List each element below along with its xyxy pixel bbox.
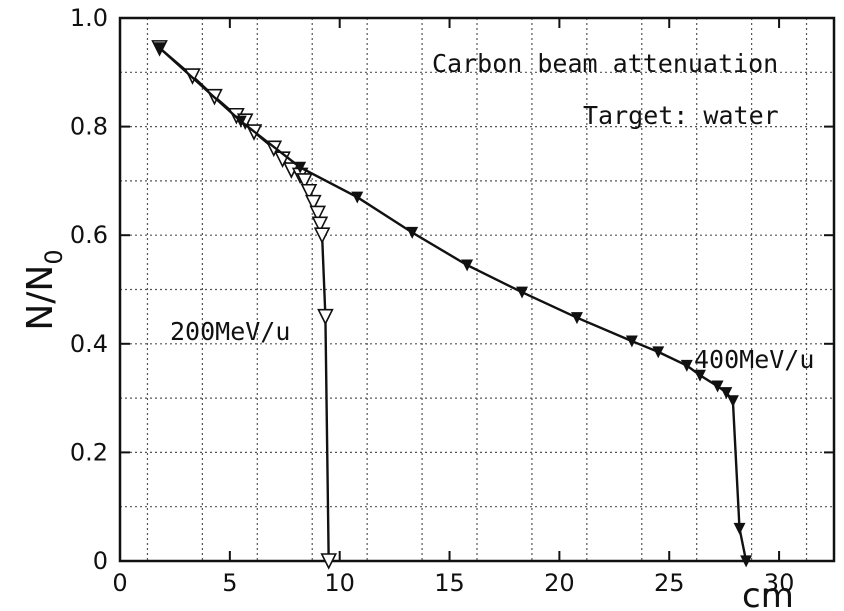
data-point: [652, 346, 665, 359]
data-point: [625, 335, 638, 348]
x-tick-label: 0: [112, 569, 127, 597]
data-point: [740, 555, 753, 568]
data-point: [406, 226, 419, 239]
y-axis-label: N/N0: [20, 249, 68, 330]
data-point: [320, 553, 338, 570]
y-tick-label: 0.4: [70, 330, 108, 358]
data-point: [733, 522, 746, 535]
data-point: [313, 227, 331, 244]
data-point: [711, 380, 724, 393]
data-point: [300, 183, 318, 201]
data-point: [296, 173, 313, 190]
data-point: [351, 191, 364, 204]
data-point: [720, 387, 733, 400]
y-tick-label: 0.8: [70, 113, 108, 141]
y-axis-label-subscript: 0: [40, 249, 68, 264]
series-layer: [151, 40, 753, 570]
svg-text:N/N0: N/N0: [20, 249, 68, 330]
x-unit-label: cm: [742, 576, 794, 611]
x-tick-label: 30: [764, 569, 795, 597]
plot-frame: [118, 16, 836, 563]
series-label-200: 200MeV/u: [170, 317, 290, 346]
x-tick-label: 5: [222, 569, 237, 597]
x-tick-label: 20: [544, 569, 575, 597]
data-point: [309, 205, 327, 223]
data-point: [234, 115, 247, 128]
annotation-target: Target: water: [583, 101, 779, 130]
y-tick-label: 1.0: [70, 4, 108, 32]
data-point: [694, 369, 706, 382]
data-point: [680, 359, 693, 372]
data-point: [516, 286, 529, 299]
y-tick-label: 0.6: [70, 221, 108, 249]
data-point: [317, 308, 334, 326]
data-point: [570, 312, 583, 325]
series-label-400: 400MeV/u: [694, 345, 814, 374]
data-point: [311, 216, 329, 234]
y-axis-label-main: N/N: [20, 265, 61, 331]
y-tick-label: 0: [93, 547, 108, 575]
data-point: [294, 161, 307, 174]
x-tick-label: 25: [654, 569, 685, 597]
x-tick-label: 15: [434, 569, 465, 597]
data-point: [305, 194, 322, 212]
data-point: [461, 259, 474, 272]
x-tick-label: 10: [324, 569, 355, 597]
data-point: [153, 42, 166, 55]
annotation-title: Carbon beam attenuation: [432, 49, 778, 78]
grid: [120, 18, 834, 561]
data-point: [726, 395, 739, 408]
y-tick-label: 0.2: [70, 438, 108, 466]
axis-ticks: 0 5 10 15 20 25 30 0 0.2 0.4 0.6 0.8 1.0: [70, 4, 834, 597]
